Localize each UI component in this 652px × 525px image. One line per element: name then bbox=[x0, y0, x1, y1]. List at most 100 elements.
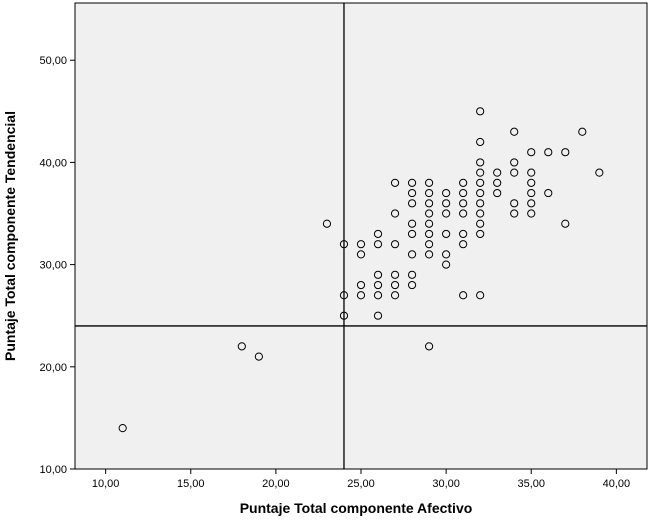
x-tick-label: 30,00 bbox=[432, 478, 460, 490]
scatter-point bbox=[527, 209, 536, 218]
scatter-point bbox=[510, 168, 519, 177]
scatter-point bbox=[442, 250, 451, 259]
scatter-point bbox=[356, 240, 366, 249]
scatter-point bbox=[510, 209, 519, 218]
scatter-point bbox=[476, 219, 485, 228]
scatter-point bbox=[527, 178, 536, 187]
scatter-point bbox=[424, 188, 434, 198]
scatter-point bbox=[442, 188, 451, 198]
x-tick-label: 35,00 bbox=[517, 478, 545, 490]
x-tick-label: 20,00 bbox=[262, 478, 290, 490]
scatter-point bbox=[476, 107, 485, 116]
scatter-point bbox=[339, 240, 349, 249]
scatter-point bbox=[442, 260, 451, 269]
scatter-point bbox=[442, 229, 451, 239]
scatter-point bbox=[373, 280, 383, 290]
scatter-point bbox=[407, 229, 417, 239]
scatter-point bbox=[373, 291, 383, 300]
scatter-point bbox=[407, 178, 417, 187]
scatter-point bbox=[476, 229, 485, 239]
y-tick-label: 10,00 bbox=[39, 464, 67, 476]
scatter-point bbox=[254, 352, 263, 361]
scatter-point bbox=[118, 424, 127, 433]
scatter-point bbox=[424, 199, 434, 208]
scatter-point bbox=[493, 188, 502, 198]
scatter-point bbox=[373, 229, 383, 239]
scatter-point bbox=[390, 240, 400, 249]
scatter-point bbox=[544, 148, 553, 157]
y-tick-label: 30,00 bbox=[39, 260, 67, 272]
scatter-point bbox=[561, 219, 570, 228]
scatter-point bbox=[459, 188, 468, 198]
y-axis-title: Puntaje Total componente Tendencial bbox=[2, 111, 18, 361]
scatter-point bbox=[544, 188, 553, 198]
scatter-point bbox=[527, 148, 536, 157]
scatter-point bbox=[476, 178, 485, 187]
scatter-point bbox=[373, 270, 383, 279]
scatter-point bbox=[407, 250, 417, 259]
y-tick-label: 40,00 bbox=[39, 157, 67, 169]
scatter-point bbox=[407, 280, 417, 290]
scatter-point bbox=[424, 229, 434, 239]
scatter-point bbox=[527, 188, 536, 198]
y-tick-label: 50,00 bbox=[39, 55, 67, 67]
scatter-point bbox=[356, 280, 366, 290]
scatter-point bbox=[476, 188, 485, 198]
scatter-point bbox=[510, 127, 519, 136]
x-tick-label: 10,00 bbox=[92, 478, 120, 490]
scatter-point bbox=[424, 342, 434, 351]
scatter-point bbox=[442, 209, 451, 218]
scatter-point bbox=[373, 311, 383, 320]
scatter-point bbox=[356, 291, 366, 300]
scatter-point bbox=[407, 219, 417, 228]
scatter-point bbox=[424, 219, 434, 228]
scatter-point bbox=[476, 291, 485, 300]
scatter-point bbox=[390, 270, 400, 279]
scatter-point bbox=[424, 178, 434, 187]
scatter-point bbox=[237, 342, 246, 351]
scatter-point bbox=[476, 137, 485, 147]
scatter-point bbox=[322, 219, 332, 228]
scatter-point bbox=[459, 291, 468, 300]
scatter-point bbox=[476, 199, 485, 208]
scatter-point bbox=[493, 168, 502, 177]
scatter-point bbox=[561, 148, 570, 157]
scatter-point bbox=[459, 229, 468, 239]
scatter-point bbox=[424, 240, 434, 249]
scatter-point bbox=[459, 240, 468, 249]
scatter-point bbox=[493, 178, 502, 187]
scatter-point bbox=[527, 168, 536, 177]
scatter-point bbox=[459, 209, 468, 218]
x-tick-label: 25,00 bbox=[347, 478, 375, 490]
scatter-point bbox=[459, 199, 468, 208]
scatter-point bbox=[339, 291, 349, 300]
scatter-point bbox=[356, 250, 366, 259]
scatter-point bbox=[407, 270, 417, 279]
x-axis-title: Puntaje Total componente Afectivo bbox=[240, 500, 473, 516]
scatter-point bbox=[407, 188, 417, 198]
scatter-point bbox=[424, 209, 434, 218]
scatter-point bbox=[578, 127, 587, 136]
scatter-point bbox=[407, 199, 417, 208]
scatter-point bbox=[459, 178, 468, 187]
scatter-point bbox=[476, 209, 485, 218]
scatter-point bbox=[476, 168, 485, 177]
scatter-point bbox=[595, 168, 604, 177]
scatter-point bbox=[390, 178, 400, 187]
scatter-point bbox=[442, 199, 451, 208]
x-tick-label: 40,00 bbox=[603, 478, 631, 490]
scatter-point bbox=[476, 158, 485, 167]
scatter-point bbox=[390, 291, 400, 300]
y-tick-label: 20,00 bbox=[39, 362, 67, 374]
scatter-point bbox=[390, 280, 400, 290]
scatter-point bbox=[424, 250, 434, 259]
scatter-point bbox=[390, 209, 400, 218]
x-tick-label: 15,00 bbox=[177, 478, 205, 490]
scatter-point bbox=[373, 240, 383, 249]
scatter-point bbox=[510, 158, 519, 167]
plot-area bbox=[74, 2, 648, 470]
scatter-point bbox=[339, 311, 349, 320]
scatter-point bbox=[510, 199, 519, 208]
